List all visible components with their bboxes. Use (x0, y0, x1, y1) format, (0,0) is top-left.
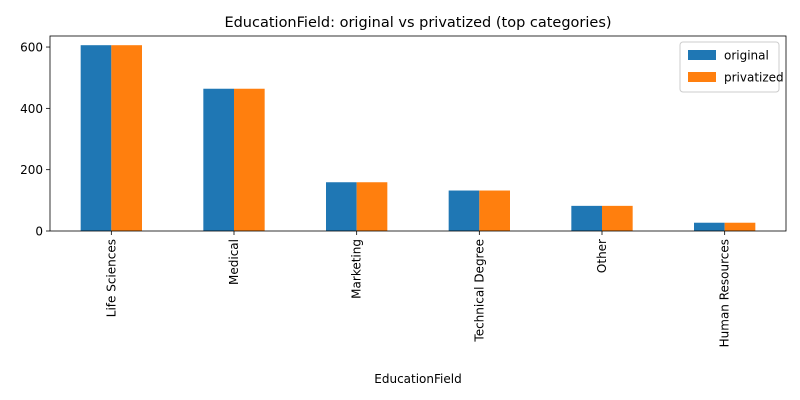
bar-original-marketing (326, 182, 357, 231)
bar-privatized-marketing (356, 182, 388, 231)
bar-original-human-resources (694, 222, 725, 231)
y-axis: 0 200 400 600 (20, 41, 50, 239)
x-tick-label-other: Other (595, 239, 609, 273)
bar-privatized-medical (234, 88, 265, 232)
y-tick-label: 0 (35, 225, 43, 239)
bars-group (80, 45, 756, 232)
x-tick-label-medical: Medical (227, 239, 241, 285)
x-tick-label-human-resources: Human Resources (718, 239, 732, 347)
plot-area-frame (49, 35, 787, 232)
y-tick-label: 600 (20, 41, 43, 55)
bar-original-other (571, 205, 602, 231)
legend-label-privatized: privatized (724, 71, 784, 85)
legend-swatch-privatized (688, 72, 716, 82)
bar-original-technical-degree (448, 190, 480, 231)
legend-label-original: original (724, 49, 769, 63)
x-tick-label-life-sciences: Life Sciences (104, 239, 118, 317)
x-tick-label-technical-degree: Technical Degree (472, 239, 486, 343)
y-tick-label: 200 (20, 163, 43, 177)
x-axis: Life Sciences Medical Marketing Technical D… (104, 231, 732, 347)
y-tick-label: 400 (20, 102, 43, 116)
x-axis-title: EducationField (374, 372, 461, 386)
bar-privatized-life-sciences (111, 45, 142, 231)
chart-title: EducationField: original vs privatized (… (224, 15, 611, 31)
bar-privatized-other (602, 205, 633, 231)
bar-privatized-human-resources (724, 222, 756, 231)
x-tick-label-marketing: Marketing (350, 239, 364, 299)
legend-swatch-original (688, 50, 716, 60)
legend: original privatized (679, 41, 784, 93)
bar-original-life-sciences (80, 45, 112, 231)
bar-privatized-technical-degree (479, 190, 510, 231)
bar-original-medical (203, 88, 234, 232)
